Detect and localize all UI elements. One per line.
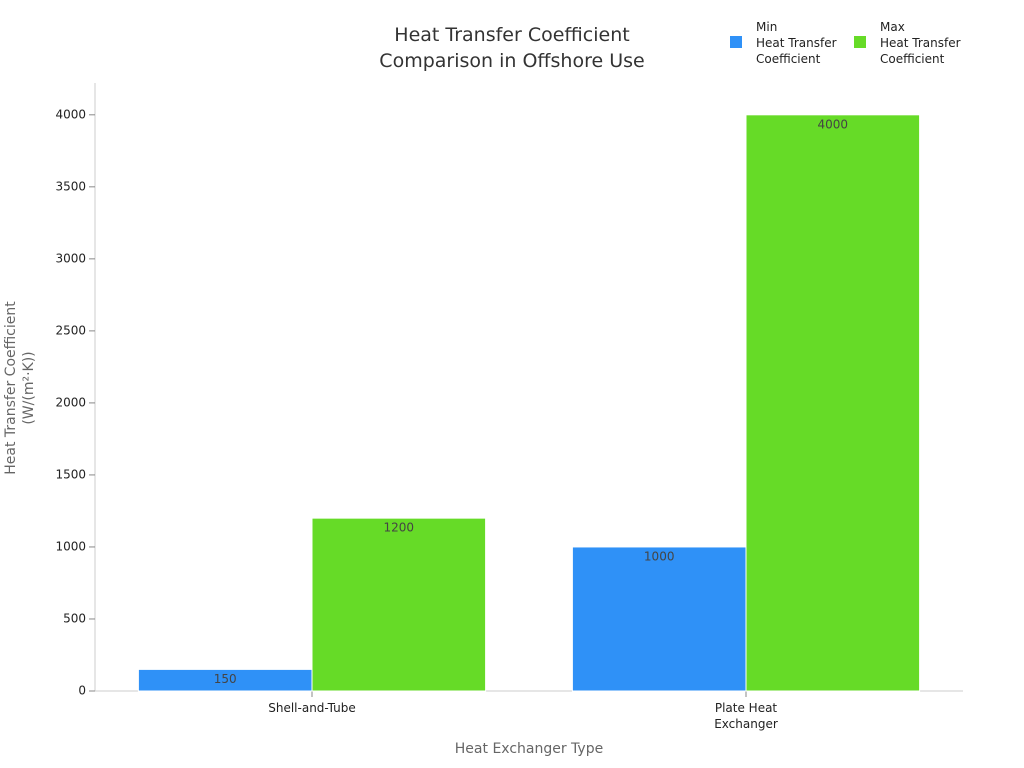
- x-tick-label: Shell-and-Tube: [268, 701, 356, 715]
- legend-label: Min Heat Transfer Coefficient: [756, 20, 837, 66]
- chart-title: Heat Transfer Coefficient Comparison in …: [379, 24, 645, 72]
- value-label: 4000: [818, 117, 849, 131]
- bar: [311, 517, 487, 692]
- y-tick-label: 1000: [55, 539, 86, 553]
- legend-label: Max Heat Transfer Coefficient: [880, 20, 961, 66]
- x-axis-label: Heat Exchanger Type: [454, 741, 604, 757]
- y-tick-label: 2500: [55, 323, 86, 337]
- y-tick-label: 1500: [55, 467, 86, 481]
- y-tick-label: 4000: [55, 107, 86, 121]
- legend-swatch: [854, 36, 866, 48]
- y-tick-label: 3500: [55, 179, 86, 193]
- x-tick-label: Plate Heat Exchanger: [714, 701, 778, 731]
- bar: [745, 114, 921, 692]
- legend-swatch: [730, 36, 742, 48]
- y-axis-label: Heat Transfer Coefficient (W/(m²·K)): [3, 301, 37, 475]
- y-tick-label: 0: [78, 684, 86, 698]
- value-label: 150: [214, 672, 237, 686]
- value-label: 1200: [384, 521, 415, 535]
- bar: [571, 546, 747, 692]
- y-tick-label: 500: [63, 611, 86, 625]
- y-tick-label: 3000: [55, 251, 86, 265]
- value-label: 1000: [644, 549, 675, 563]
- y-tick-label: 2000: [55, 395, 86, 409]
